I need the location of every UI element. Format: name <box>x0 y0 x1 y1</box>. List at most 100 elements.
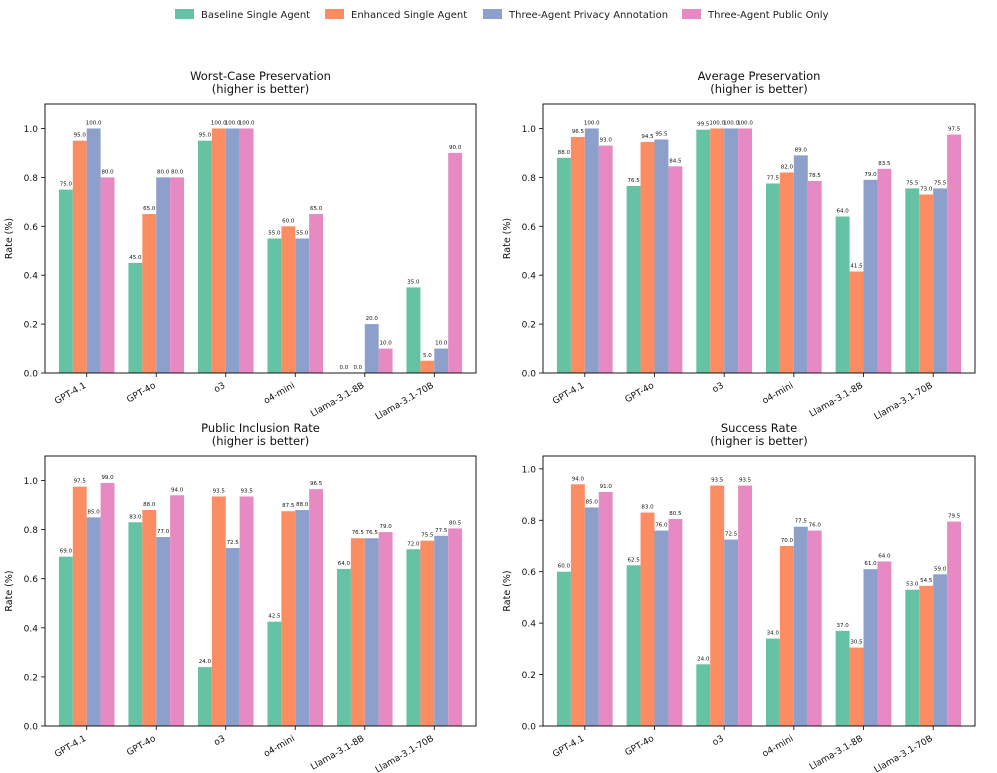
bar-value-label: 76.0 <box>655 523 668 529</box>
bar-gpt-4o-three-agent-privacy-annotation <box>654 139 669 373</box>
axes-frame <box>44 103 477 374</box>
y-tick-label: 0.4 <box>522 620 537 630</box>
x-tick-label-o3: o3 <box>711 381 726 395</box>
y-axis-label: Rate (%) <box>502 570 513 611</box>
bar-llama-3-1-8b-three-agent-privacy-annotation <box>863 179 878 373</box>
bar-llama-3-1-70b-three-agent-privacy-annotation <box>933 574 948 726</box>
x-tick-label-o4-mini: o4-mini <box>262 734 296 760</box>
bar-gpt-4o-three-agent-privacy-annotation <box>156 177 171 373</box>
bar-o4-mini-baseline-single-agent <box>267 238 282 373</box>
bar-value-label: 70.0 <box>781 538 794 544</box>
bar-o3-three-agent-privacy-annotation <box>724 539 739 726</box>
x-tick-label-gpt-4-1: GPT-4.1 <box>551 734 586 760</box>
bar-value-label: 80.5 <box>449 520 462 526</box>
bar-value-label: 95.0 <box>199 133 212 139</box>
bar-value-label: 75.0 <box>60 182 73 188</box>
bar-gpt-4-1-enhanced-single-agent <box>72 486 87 726</box>
bar-gpt-4-1-three-agent-public-only <box>598 145 613 373</box>
bar-o4-mini-baseline-single-agent <box>765 183 780 373</box>
x-tick-label-o3: o3 <box>711 734 726 748</box>
bar-gpt-4o-baseline-single-agent <box>626 185 641 373</box>
bar-value-label: 94.5 <box>641 134 654 140</box>
bar-o4-mini-baseline-single-agent <box>267 621 282 726</box>
y-tick-label: 0.0 <box>24 723 39 733</box>
bar-value-label: 24.0 <box>199 659 212 665</box>
bar-value-label: 100.0 <box>737 120 753 126</box>
bar-value-label: 84.5 <box>669 158 682 164</box>
bar-value-label: 96.5 <box>310 481 323 487</box>
bar-value-label: 100.0 <box>225 120 241 126</box>
legend-label: Enhanced Single Agent <box>351 10 467 21</box>
bar-llama-3-1-70b-three-agent-public-only <box>448 528 463 726</box>
bar-value-label: 85.0 <box>586 499 599 505</box>
bar-value-label: 90.0 <box>449 145 462 151</box>
bar-value-label: 64.0 <box>878 553 891 559</box>
bar-o3-three-agent-public-only <box>738 485 753 726</box>
bar-value-label: 76.0 <box>809 523 822 529</box>
bar-gpt-4o-baseline-single-agent <box>128 262 143 373</box>
y-tick-label: 0.4 <box>522 272 537 282</box>
y-tick-label: 0.2 <box>522 321 536 331</box>
bar-llama-3-1-8b-three-agent-public-only <box>378 348 393 373</box>
bar-value-label: 35.0 <box>407 279 420 285</box>
y-tick-label: 0.6 <box>522 223 537 233</box>
bar-value-label: 69.0 <box>60 549 73 555</box>
bar-gpt-4-1-baseline-single-agent <box>58 189 73 373</box>
bar-value-label: 62.5 <box>627 557 640 563</box>
bar-llama-3-1-70b-baseline-single-agent <box>905 589 920 726</box>
bar-o4-mini-enhanced-single-agent <box>779 172 794 373</box>
bar-llama-3-1-70b-three-agent-privacy-annotation <box>933 188 948 373</box>
bar-value-label: 97.5 <box>74 479 87 485</box>
y-axis-label: Rate (%) <box>502 218 513 259</box>
chart-public-inclusion-rate: Public Inclusion Rate(higher is better) R… <box>4 421 477 773</box>
x-tick-label-o4-mini: o4-mini <box>262 381 296 407</box>
legend-item-enhanced-single-agent: Enhanced Single Agent <box>325 9 467 21</box>
bar-o3-baseline-single-agent <box>197 667 212 726</box>
legend-swatch <box>175 9 194 19</box>
x-tick-label-llama-3-1-70b: Llama-3.1-70B <box>374 734 436 773</box>
x-tick-label-llama-3-1-8b: Llama-3.1-8B <box>808 734 865 773</box>
bar-value-label: 89.0 <box>795 147 808 153</box>
bar-value-label: 0.0 <box>353 365 362 371</box>
bar-llama-3-1-8b-three-agent-privacy-annotation <box>364 538 379 726</box>
bar-o3-three-agent-privacy-annotation <box>225 128 240 373</box>
bar-value-label: 76.5 <box>627 178 640 184</box>
bar-llama-3-1-70b-three-agent-privacy-annotation <box>434 348 449 373</box>
x-tick-label-llama-3-1-8b: Llama-3.1-8B <box>309 381 366 420</box>
bar-value-label: 94.0 <box>572 476 585 482</box>
bar-value-label: 79.0 <box>864 172 877 178</box>
bar-gpt-4-1-three-agent-privacy-annotation <box>86 517 101 726</box>
legend-label: Three-Agent Privacy Annotation <box>508 10 668 21</box>
bar-llama-3-1-70b-enhanced-single-agent <box>919 194 934 373</box>
y-tick-label: 0.8 <box>522 517 537 527</box>
bar-value-label: 91.0 <box>600 484 613 490</box>
y-tick-label: 0.2 <box>24 673 38 683</box>
bar-gpt-4o-three-agent-public-only <box>170 495 185 726</box>
bar-value-label: 64.0 <box>836 208 849 214</box>
bar-value-label: 83.0 <box>129 514 142 520</box>
bar-llama-3-1-8b-baseline-single-agent <box>835 630 850 726</box>
bar-value-label: 59.0 <box>934 566 947 572</box>
bar-value-label: 45.0 <box>129 255 142 261</box>
axes-frame <box>542 103 976 374</box>
y-axis-label: Rate (%) <box>4 570 15 611</box>
bar-gpt-4-1-enhanced-single-agent <box>570 484 585 726</box>
bar-o3-three-agent-privacy-annotation <box>225 548 240 726</box>
bar-value-label: 100.0 <box>239 120 255 126</box>
bar-gpt-4-1-three-agent-privacy-annotation <box>86 128 101 373</box>
bar-value-label: 72.5 <box>725 532 738 538</box>
bar-o3-enhanced-single-agent <box>710 128 725 373</box>
y-tick-label: 0.0 <box>522 370 537 380</box>
bar-o4-mini-enhanced-single-agent <box>281 226 296 373</box>
y-tick-label: 0.4 <box>24 272 39 282</box>
bar-value-label: 41.5 <box>850 264 863 270</box>
bar-gpt-4o-baseline-single-agent <box>626 565 641 726</box>
bar-value-label: 24.0 <box>697 656 710 662</box>
bar-o3-three-agent-public-only <box>239 128 254 373</box>
bar-llama-3-1-8b-three-agent-privacy-annotation <box>863 569 878 726</box>
bar-value-label: 20.0 <box>366 316 379 322</box>
bar-value-label: 95.0 <box>74 133 87 139</box>
bar-value-label: 97.5 <box>948 127 961 133</box>
bar-value-label: 80.0 <box>101 169 114 175</box>
bar-value-label: 0.0 <box>340 365 349 371</box>
